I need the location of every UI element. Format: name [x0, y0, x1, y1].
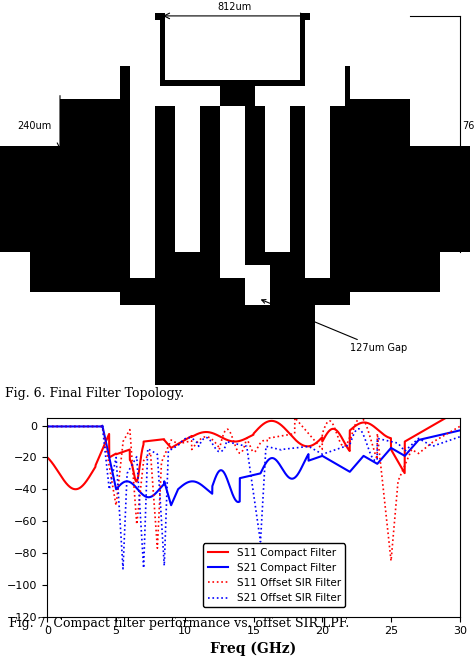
S21 Offset SIR Filter — [449, 436, 455, 444]
Bar — [165, 13, 300, 80]
S11 Compact Filter — [73, 485, 78, 493]
S21 Offset SIR Filter — [221, 446, 227, 453]
S11 Offset SIR Filter — [449, 427, 455, 435]
S21 Compact Filter — [203, 485, 209, 493]
S21 Compact Filter — [405, 449, 410, 457]
S21 Compact Filter — [449, 428, 455, 436]
S11 Compact Filter — [405, 436, 410, 444]
S21 Compact Filter — [91, 422, 97, 430]
Bar — [245, 265, 270, 305]
S21 Compact Filter — [45, 422, 50, 430]
Bar — [265, 93, 290, 252]
Line: S21 Compact Filter: S21 Compact Filter — [47, 426, 460, 505]
S11 Offset SIR Filter — [116, 475, 122, 483]
S21 Offset SIR Filter — [91, 422, 97, 430]
Text: 127um Gap: 127um Gap — [262, 300, 407, 353]
Bar — [130, 106, 155, 278]
S11 Compact Filter — [443, 414, 449, 422]
Bar — [350, 146, 470, 252]
S21 Offset SIR Filter — [405, 445, 410, 453]
Bar — [120, 66, 350, 305]
S21 Compact Filter — [168, 501, 174, 509]
S11 Compact Filter — [221, 434, 227, 442]
Text: 127um: 127um — [382, 160, 416, 171]
Legend: S11 Compact Filter, S21 Compact Filter, S11 Offset SIR Filter, S21 Offset SIR Fi: S11 Compact Filter, S21 Compact Filter, … — [203, 544, 345, 607]
S21 Offset SIR Filter — [45, 422, 50, 430]
S21 Compact Filter — [116, 482, 122, 490]
S11 Compact Filter — [203, 428, 209, 436]
S11 Offset SIR Filter — [203, 433, 209, 441]
Bar — [0, 146, 120, 252]
S21 Offset SIR Filter — [120, 565, 126, 573]
Text: Fig. 6. Final Filter Topology.: Fig. 6. Final Filter Topology. — [5, 387, 184, 400]
S21 Compact Filter — [221, 468, 227, 476]
Y-axis label: S11 & S21 (dB): S11 & S21 (dB) — [0, 467, 1, 567]
S21 Offset SIR Filter — [116, 501, 122, 509]
Bar — [255, 66, 345, 106]
S21 Compact Filter — [457, 426, 463, 434]
Bar — [130, 66, 220, 106]
X-axis label: Freq (GHz): Freq (GHz) — [210, 642, 297, 656]
S21 Offset SIR Filter — [203, 434, 209, 442]
S11 Compact Filter — [457, 414, 463, 422]
S11 Offset SIR Filter — [457, 422, 463, 430]
S21 Offset SIR Filter — [457, 433, 463, 441]
Bar — [345, 245, 440, 292]
Bar — [155, 292, 315, 385]
S11 Offset SIR Filter — [388, 557, 394, 565]
S11 Offset SIR Filter — [405, 455, 410, 463]
Text: Fig. 7. Compact filter performance vs. offset SIR LPF.: Fig. 7. Compact filter performance vs. o… — [9, 617, 350, 630]
Line: S11 Compact Filter: S11 Compact Filter — [47, 418, 460, 489]
Bar — [60, 99, 155, 152]
Bar — [160, 13, 305, 86]
Bar — [30, 245, 120, 292]
Text: 767um: 767um — [462, 121, 474, 131]
Text: 240um: 240um — [18, 121, 52, 131]
S11 Compact Filter — [449, 414, 455, 422]
Bar — [155, 13, 310, 93]
S11 Compact Filter — [92, 464, 98, 472]
S11 Offset SIR Filter — [292, 414, 298, 422]
S21 Compact Filter — [100, 422, 105, 430]
Bar — [220, 106, 245, 278]
Bar — [175, 93, 200, 252]
S11 Compact Filter — [45, 453, 50, 461]
Bar — [305, 106, 330, 278]
S11 Offset SIR Filter — [220, 430, 226, 438]
Bar — [155, 20, 310, 86]
S11 Offset SIR Filter — [91, 422, 97, 430]
S11 Compact Filter — [116, 450, 122, 457]
Text: 812um: 812um — [218, 2, 252, 12]
Bar — [315, 99, 410, 152]
Line: S21 Offset SIR Filter: S21 Offset SIR Filter — [47, 426, 460, 569]
Line: S11 Offset SIR Filter: S11 Offset SIR Filter — [47, 418, 460, 561]
S11 Offset SIR Filter — [45, 422, 50, 430]
